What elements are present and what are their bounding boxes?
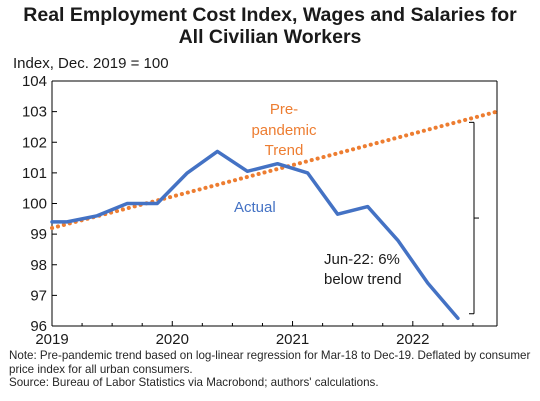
trend-series-line: [50, 109, 499, 230]
gap-annotation-line-2: below trend: [324, 271, 402, 288]
trend-series-label: Pre-: [270, 101, 298, 118]
x-tick-label: 2022: [396, 331, 429, 348]
chart-title-line-2: All Civilian Workers: [178, 26, 362, 48]
chart-title: Real Employment Cost Index, Wages and Sa…: [0, 4, 540, 48]
note-text: Note: Pre-pandemic trend based on log-li…: [9, 349, 531, 376]
y-tick-label: 103: [22, 104, 47, 121]
y-tick-label: 100: [22, 196, 47, 213]
source-text: Source: Bureau of Labor Statistics via M…: [9, 376, 379, 389]
x-tick-label: 2019: [35, 331, 68, 348]
y-tick-label: 102: [22, 134, 47, 151]
trend-series-label: Trend: [265, 142, 304, 159]
chart-notes: Note: Pre-pandemic trend based on log-li…: [9, 349, 534, 390]
y-tick-label: 96: [30, 318, 47, 335]
y-tick-label: 97: [30, 287, 47, 304]
actual-series-label: Actual: [234, 199, 276, 216]
x-tick-label: 2020: [156, 331, 189, 348]
chart-title-line-1: Real Employment Cost Index, Wages and Sa…: [23, 4, 517, 26]
gap-annotation-line-1: Jun-22: 6%: [324, 251, 400, 268]
y-tick-label: 99: [30, 226, 47, 243]
y-tick-label: 98: [30, 257, 47, 274]
x-tick-label: 2021: [276, 331, 309, 348]
y-tick-label: 101: [22, 165, 47, 182]
y-tick-label: 104: [22, 73, 47, 90]
actual-series-line: [50, 149, 460, 321]
trend-series-label: pandemic: [251, 122, 317, 139]
y-axis-label: Index, Dec. 2019 = 100: [13, 55, 169, 72]
